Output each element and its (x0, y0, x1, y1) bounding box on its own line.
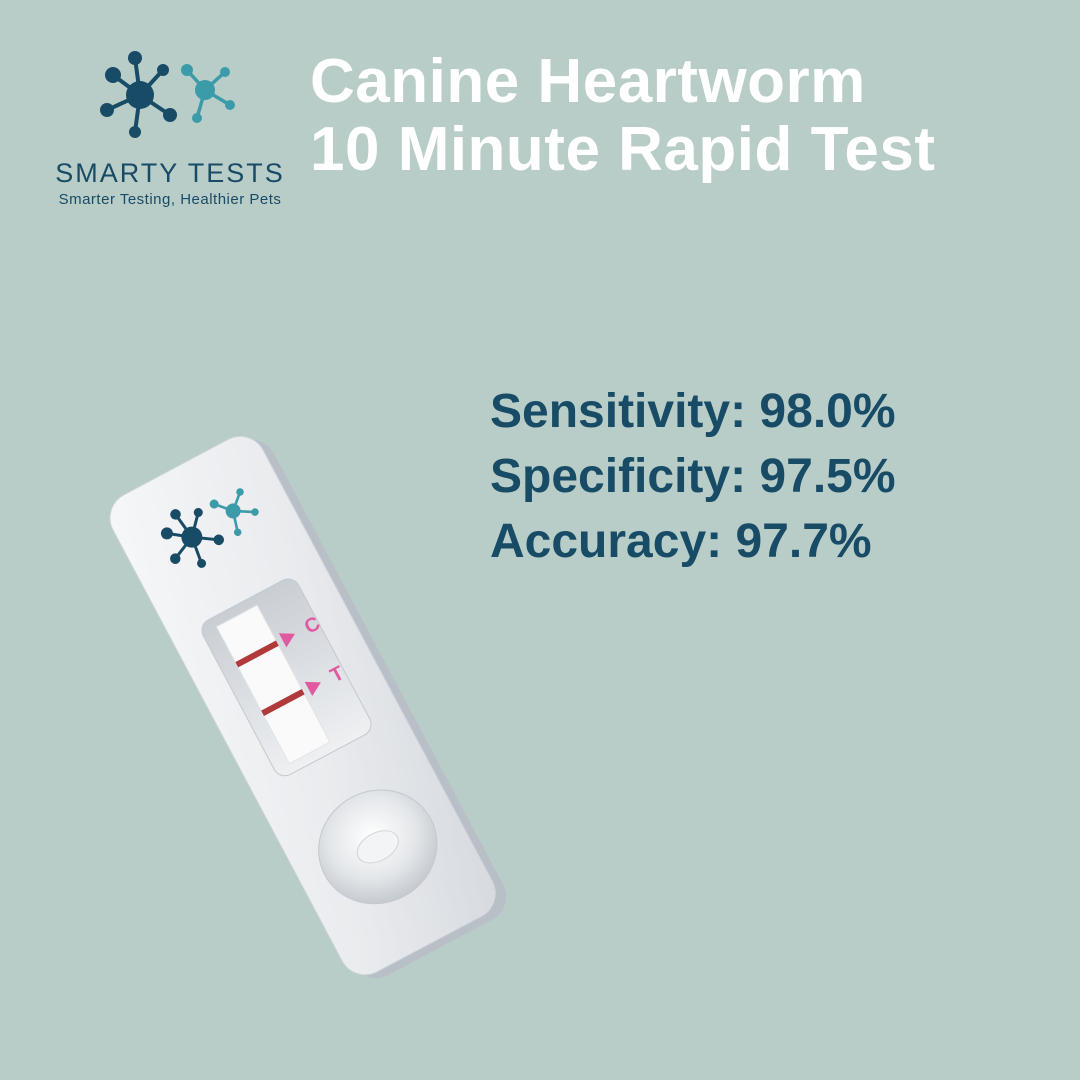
title-line-2: 10 Minute Rapid Test (310, 116, 936, 184)
rapid-test-device: C T (45, 430, 565, 990)
brand-logo-block: SMARTY TESTS Smarter Testing, Healthier … (55, 40, 285, 208)
stat-value: 97.5% (759, 450, 895, 503)
stat-value: 97.7% (735, 515, 871, 568)
page-title: Canine Heartworm 10 Minute Rapid Test (310, 48, 936, 184)
logo-icon (85, 40, 255, 150)
title-line-1: Canine Heartworm (310, 48, 936, 116)
brand-tagline: Smarter Testing, Healthier Pets (55, 191, 285, 208)
stat-value: 98.0% (759, 385, 895, 438)
brand-name: SMARTY TESTS (55, 158, 285, 189)
